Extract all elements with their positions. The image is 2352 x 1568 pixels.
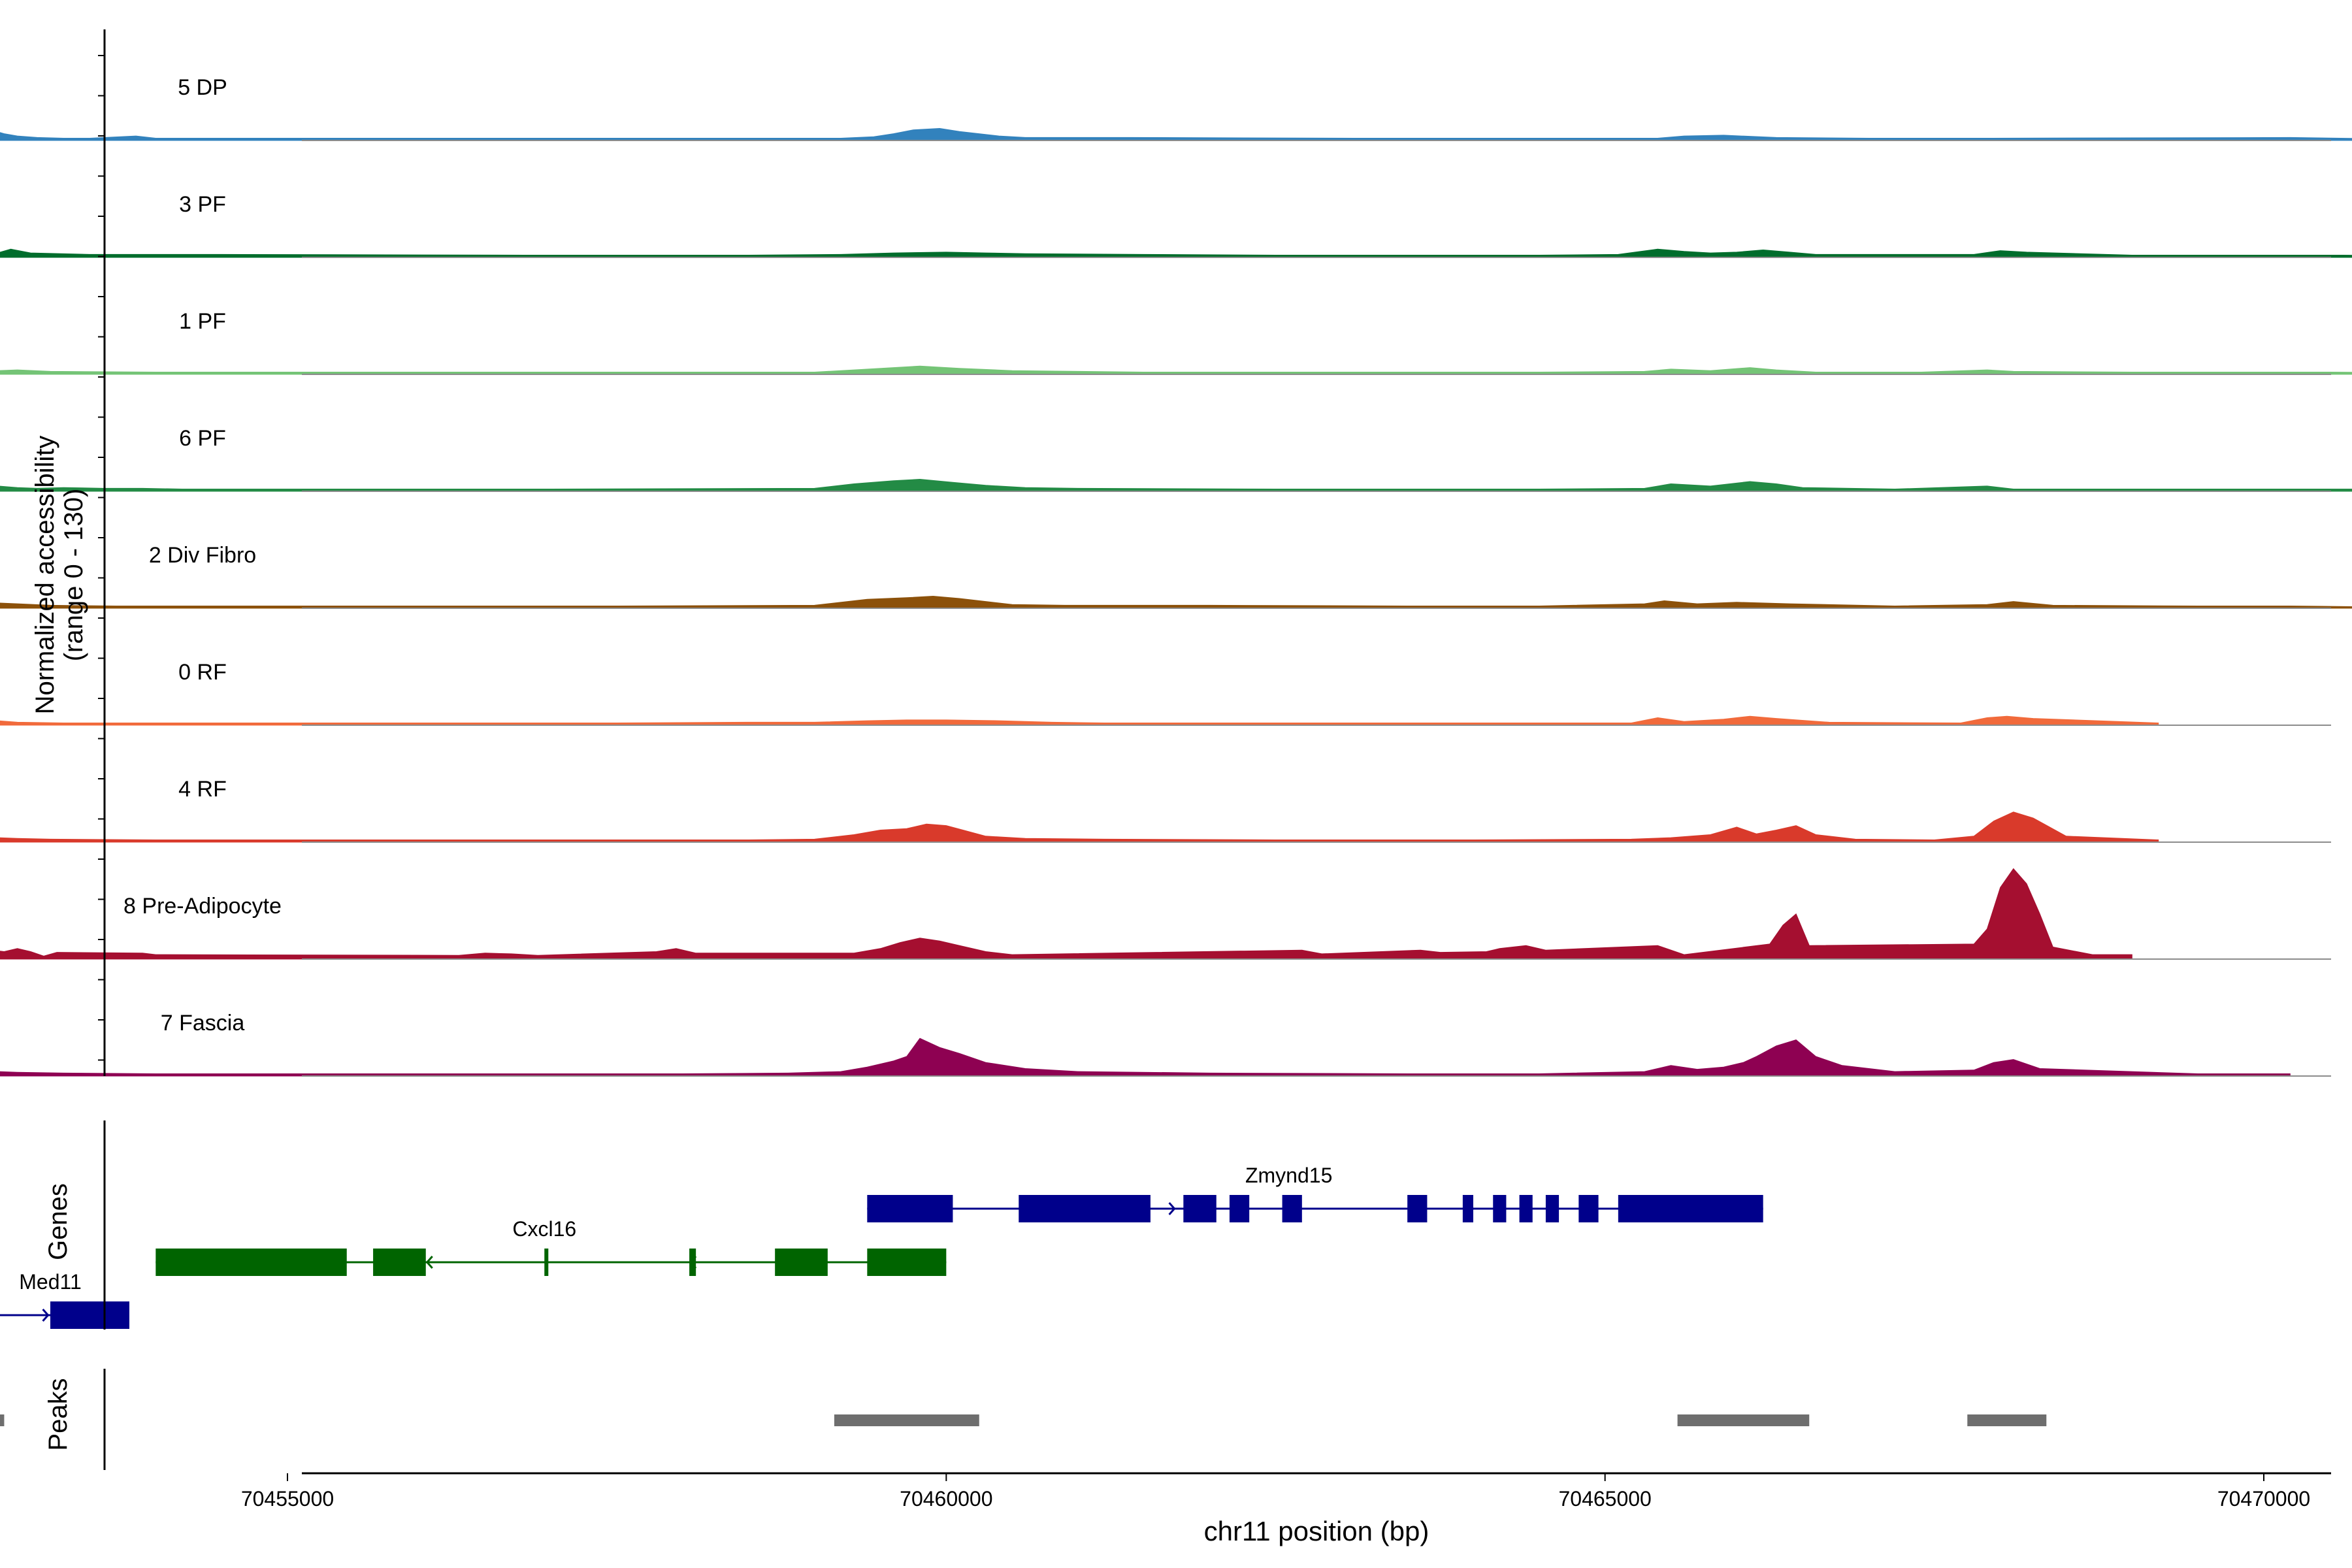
exon bbox=[1618, 1195, 1763, 1222]
gene-label-cxcl16: Cxcl16 bbox=[512, 1217, 576, 1241]
track-label-8-pre-adipocyte: 8 Pre-Adipocyte bbox=[123, 894, 282, 919]
exon bbox=[1578, 1195, 1599, 1222]
exon bbox=[155, 1249, 347, 1276]
exon bbox=[1183, 1195, 1217, 1222]
coverage-area-4-rf bbox=[0, 811, 2159, 843]
exon bbox=[867, 1195, 953, 1222]
track-7-fascia: 7 Fascia bbox=[0, 1011, 2331, 1077]
track-6-pf: 6 PF bbox=[0, 426, 2352, 492]
track-label-2-div-fibro: 2 Div Fibro bbox=[149, 543, 256, 568]
gene-cxcl16: Cxcl16 bbox=[155, 1217, 947, 1276]
coverage-area-2-div-fibro bbox=[0, 595, 2352, 609]
track-3-pf: 3 PF bbox=[0, 192, 2352, 258]
coverage-area-1-pf bbox=[0, 365, 2352, 375]
exon bbox=[1229, 1195, 1250, 1222]
strand-arrow-icon bbox=[1168, 1202, 1176, 1215]
exon bbox=[1519, 1195, 1533, 1222]
genes-track: Zmynd15 Cxcl16 Med11 bbox=[0, 1164, 1763, 1329]
track-label-1-pf: 1 PF bbox=[179, 309, 226, 334]
track-0-rf: 0 RF bbox=[0, 660, 2331, 726]
gene-label-med11: Med11 bbox=[19, 1270, 81, 1294]
exon bbox=[775, 1249, 828, 1276]
exon bbox=[689, 1249, 696, 1276]
gene-med11: Med11 bbox=[0, 1270, 129, 1329]
x-tick-label: 70465000 bbox=[1558, 1487, 1651, 1511]
track-2-div-fibro: 2 Div Fibro bbox=[0, 543, 2352, 609]
exon bbox=[544, 1249, 549, 1276]
coverage-area-5-dp bbox=[0, 127, 2352, 141]
exon bbox=[50, 1301, 129, 1329]
x-tick-label: 70455000 bbox=[241, 1487, 334, 1511]
track-label-3-pf: 3 PF bbox=[179, 192, 226, 217]
peak-bar bbox=[0, 1414, 5, 1426]
x-tick-label: 70460000 bbox=[900, 1487, 992, 1511]
coverage-tracks: 5 DP 3 PF 1 PF 6 PF 2 Div Fibro 0 RF 4 RF 8 Pre… bbox=[0, 75, 2352, 1077]
axes: 70455000 70460000 70465000 70470000 bbox=[98, 29, 2331, 1511]
strand-arrow-icon bbox=[42, 1309, 50, 1322]
track-label-7-fascia: 7 Fascia bbox=[161, 1011, 245, 1036]
track-label-0-rf: 0 RF bbox=[178, 660, 227, 685]
y-axis-title-line2: (range 0 - 130) bbox=[59, 489, 88, 662]
peak-bar bbox=[1967, 1414, 2047, 1426]
exon bbox=[867, 1249, 947, 1276]
track-1-pf: 1 PF bbox=[0, 309, 2352, 375]
gene-zmynd15: Zmynd15 bbox=[867, 1164, 1763, 1222]
peaks-track bbox=[0, 1414, 2047, 1426]
track-4-rf: 4 RF bbox=[0, 777, 2331, 843]
exon bbox=[1462, 1195, 1473, 1222]
exon bbox=[1407, 1195, 1428, 1222]
peak-bar bbox=[1677, 1414, 1810, 1426]
track-label-4-rf: 4 RF bbox=[178, 777, 227, 802]
exon bbox=[1019, 1195, 1151, 1222]
peak-bar bbox=[834, 1414, 979, 1426]
exon bbox=[1493, 1195, 1507, 1222]
track-5-dp: 5 DP bbox=[0, 75, 2352, 141]
exon bbox=[1545, 1195, 1560, 1222]
track-label-6-pf: 6 PF bbox=[179, 426, 226, 451]
x-axis-title: chr11 position (bp) bbox=[1204, 1516, 1429, 1546]
peaks-track-label: Peaks bbox=[44, 1378, 73, 1450]
genes-track-label: Genes bbox=[44, 1183, 73, 1260]
coverage-area-0-rf bbox=[0, 715, 2159, 726]
track-label-5-dp: 5 DP bbox=[178, 75, 227, 100]
coverage-area-3-pf bbox=[0, 248, 2352, 258]
track-8-pre-adipocyte: 8 Pre-Adipocyte bbox=[0, 868, 2331, 960]
strand-arrow-icon bbox=[425, 1256, 433, 1269]
x-tick-label: 70470000 bbox=[2217, 1487, 2310, 1511]
coverage-area-8-pre-adipocyte bbox=[0, 868, 2132, 960]
exon bbox=[1282, 1195, 1302, 1222]
exon bbox=[373, 1249, 426, 1276]
coverage-area-7-fascia bbox=[0, 1037, 2291, 1077]
gene-label-zmynd15: Zmynd15 bbox=[1245, 1164, 1332, 1187]
y-axis-title-line1: Normalized accessibility bbox=[31, 436, 59, 715]
coverage-area-6-pf bbox=[0, 478, 2352, 492]
